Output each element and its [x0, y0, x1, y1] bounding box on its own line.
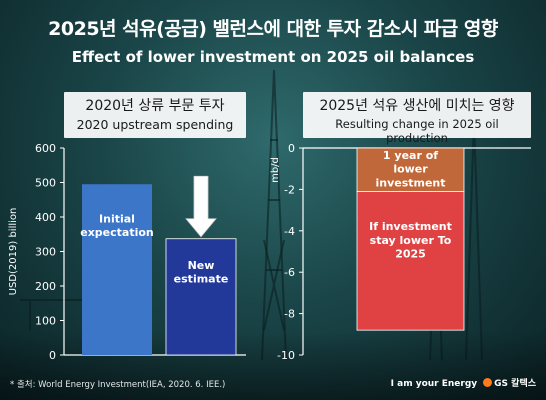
gs-logo-icon: [483, 378, 493, 387]
right-segment-label: 1 year of lower investment: [375, 149, 445, 190]
left-panel-title-english: 2020 upstream spending: [76, 117, 234, 132]
left-y-tick-label: 0: [49, 349, 56, 362]
downward-arrow-icon: [185, 175, 217, 238]
right-y-tick-label: 0: [288, 142, 295, 155]
right-y-tick-label: -2: [284, 183, 295, 196]
left-y-tick-label: 100: [35, 315, 56, 328]
brand-footer: I am your Energy GS 칼텍스: [391, 376, 536, 389]
right-y-tick-label: -8: [284, 308, 295, 321]
left-y-tick-label: 600: [35, 142, 56, 155]
left-bar-label: New estimate: [174, 259, 229, 286]
left-bar: [82, 184, 152, 355]
left-y-axis-label: USD(2019) billion: [8, 208, 19, 296]
main-title-english: Effect of lower investment on 2025 oil b…: [71, 48, 475, 66]
brand-company: GS 칼텍스: [494, 379, 536, 389]
left-y-tick-label: 200: [35, 280, 56, 293]
right-y-tick-label: -10: [277, 349, 295, 362]
left-y-tick-label: 300: [35, 246, 56, 259]
left-y-tick-label: 400: [35, 211, 56, 224]
right-y-tick-label: -4: [284, 225, 295, 238]
right-panel-title-korean: 2025년 석유 생산에 미치는 영향: [319, 98, 515, 114]
left-bar: [165, 238, 237, 356]
right-segment-label: If investment stay lower To 2025: [369, 220, 452, 261]
right-panel-title-english: Resulting change in 2025 oil production: [335, 117, 499, 145]
right-y-tick-label: -6: [284, 266, 295, 279]
left-panel-title-korean: 2020년 상류 부문 투자: [85, 98, 225, 114]
right-stacked-segment: [356, 147, 465, 192]
brand-slogan: I am your Energy: [390, 379, 478, 389]
main-title-korean: 2025년 석유(공급) 밸런스에 대한 투자 감소시 파급 영향: [48, 18, 498, 40]
right-panel-header: 2025년 석유 생산에 미치는 영향 Resulting change in …: [303, 92, 531, 145]
left-panel-header: 2020년 상류 부문 투자 2020 upstream spending: [64, 92, 246, 138]
left-bar-label: Initial expectation: [80, 212, 154, 239]
right-stacked-segment: [356, 191, 465, 331]
right-y-axis-label: mb/d: [270, 157, 281, 183]
left-y-tick-label: 500: [35, 177, 56, 190]
source-note: * 출처: World Energy Investment(IEA, 2020.…: [10, 380, 226, 390]
